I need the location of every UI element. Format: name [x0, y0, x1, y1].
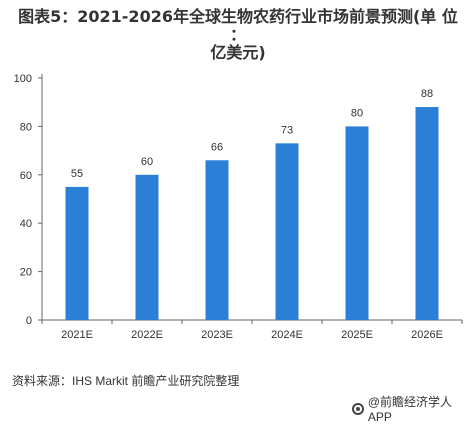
bar — [205, 160, 229, 320]
y-tick-label: 0 — [26, 315, 32, 327]
data-label: 60 — [141, 156, 153, 168]
bar — [65, 186, 89, 320]
data-label: 55 — [71, 168, 83, 180]
data-label: 88 — [421, 88, 433, 100]
x-tick-label: 2025E — [341, 329, 373, 341]
chart-title-line2: 亿美元) — [210, 43, 266, 62]
bar — [275, 143, 299, 320]
source-note: 资料来源：IHS Markit 前瞻产业研究院整理 — [12, 374, 240, 388]
x-tick-label: 2021E — [61, 329, 93, 341]
credit: @前瞻经济学人APP — [352, 393, 474, 424]
bar — [415, 107, 439, 320]
x-tick-label: 2026E — [411, 329, 443, 341]
chart-title: 图表5：2021-2026年全球生物农药行业市场前景预测(单 位 ： 亿美元) — [12, 8, 464, 62]
bar-chart: 0 20 40 60 80 100 55 2021E 60 2022E 66 2023E 73 2024E… — [14, 73, 463, 341]
data-label: 80 — [351, 107, 363, 119]
data-label: 73 — [281, 124, 293, 136]
y-tick-label: 40 — [20, 218, 32, 230]
y-tick-label: 20 — [20, 267, 32, 279]
chart-title-line1: 图表5：2021-2026年全球生物农药行业市场前景预测(单 位 ： — [18, 7, 458, 44]
y-tick-label: 80 — [20, 121, 32, 133]
data-label: 66 — [211, 141, 223, 153]
x-tick-label: 2022E — [131, 329, 163, 341]
bar — [345, 126, 369, 321]
credit-text: @前瞻经济学人APP — [367, 395, 453, 424]
x-tick-label: 2023E — [201, 329, 233, 341]
y-tick-label: 100 — [14, 73, 32, 85]
bar — [135, 174, 159, 320]
y-tick-label: 60 — [20, 170, 32, 182]
x-tick-label: 2024E — [271, 329, 303, 341]
qianzhan-logo-icon — [352, 402, 364, 415]
